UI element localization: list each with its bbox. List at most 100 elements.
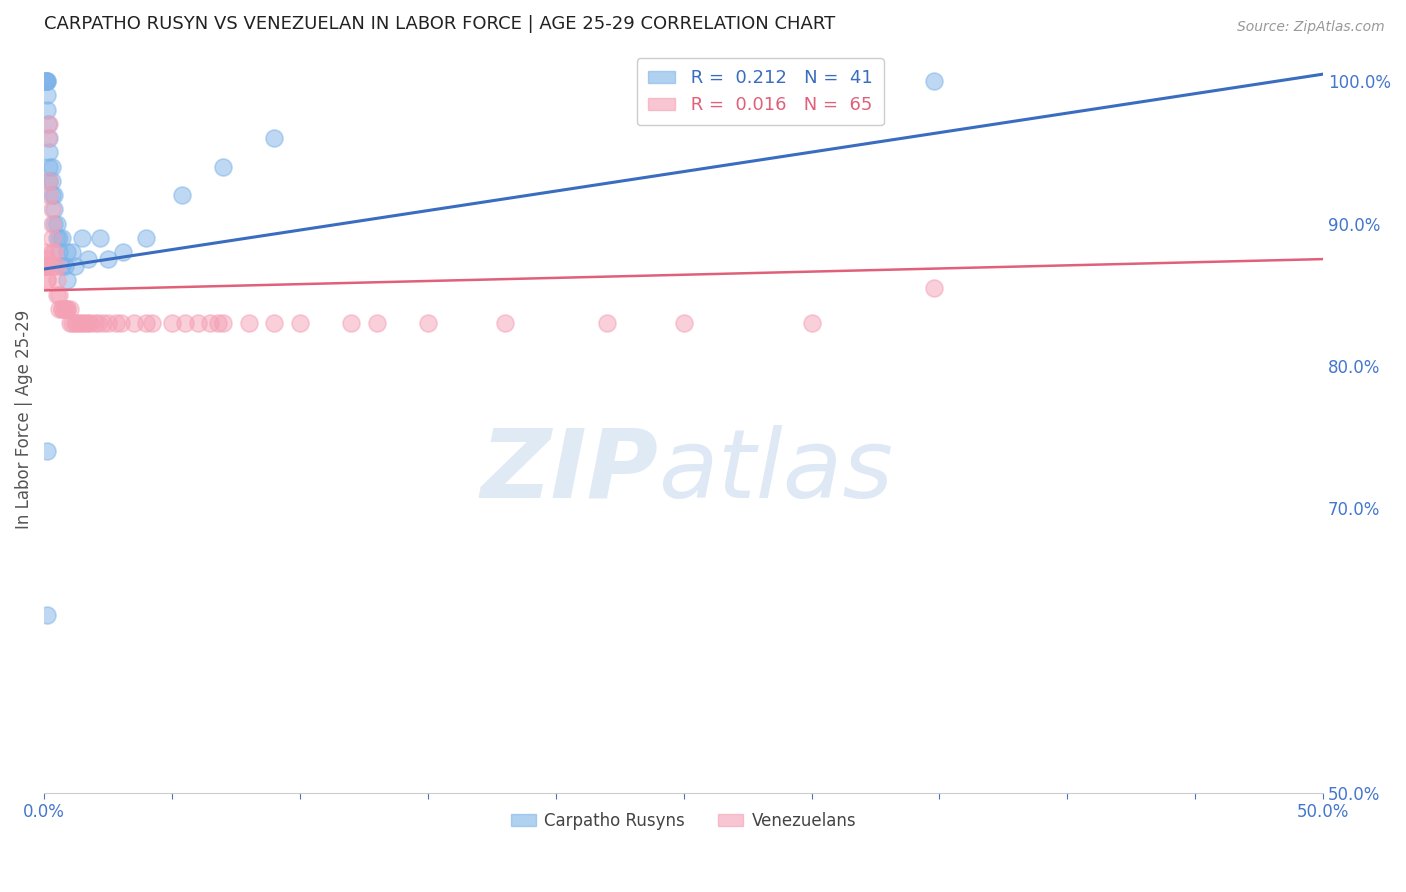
Point bbox=[38, 131, 60, 145]
Point bbox=[263, 316, 285, 330]
Point bbox=[41, 244, 63, 259]
Point bbox=[48, 287, 70, 301]
Point bbox=[340, 316, 363, 330]
Point bbox=[122, 316, 145, 330]
Point bbox=[924, 280, 946, 294]
Point bbox=[69, 316, 91, 330]
Point bbox=[45, 287, 67, 301]
Point bbox=[48, 301, 70, 316]
Point bbox=[288, 316, 311, 330]
Point bbox=[35, 88, 58, 103]
Point bbox=[212, 316, 235, 330]
Text: Source: ZipAtlas.com: Source: ZipAtlas.com bbox=[1237, 20, 1385, 34]
Point bbox=[51, 301, 73, 316]
Point bbox=[141, 316, 163, 330]
Point bbox=[41, 174, 63, 188]
Point bbox=[160, 316, 183, 330]
Point bbox=[38, 174, 60, 188]
Point bbox=[59, 316, 82, 330]
Point bbox=[66, 316, 89, 330]
Point bbox=[37, 131, 59, 145]
Text: ZIP: ZIP bbox=[481, 425, 658, 518]
Point bbox=[84, 316, 107, 330]
Point bbox=[45, 259, 67, 273]
Point bbox=[104, 316, 127, 330]
Point bbox=[79, 316, 101, 330]
Point bbox=[35, 444, 58, 458]
Point bbox=[53, 301, 76, 316]
Point bbox=[263, 131, 285, 145]
Point bbox=[35, 259, 58, 273]
Point bbox=[34, 259, 56, 273]
Point bbox=[53, 259, 76, 273]
Point bbox=[173, 316, 195, 330]
Point bbox=[45, 273, 67, 287]
Point bbox=[494, 316, 516, 330]
Point bbox=[35, 74, 58, 88]
Point bbox=[44, 217, 66, 231]
Point bbox=[38, 160, 60, 174]
Point bbox=[48, 244, 70, 259]
Point bbox=[60, 316, 83, 330]
Point bbox=[41, 217, 63, 231]
Point bbox=[672, 316, 695, 330]
Point bbox=[35, 607, 58, 622]
Point bbox=[38, 145, 60, 160]
Point bbox=[35, 259, 58, 273]
Point bbox=[89, 231, 111, 245]
Point bbox=[924, 74, 946, 88]
Point bbox=[800, 316, 823, 330]
Point bbox=[35, 259, 58, 273]
Text: atlas: atlas bbox=[658, 425, 893, 518]
Point bbox=[53, 301, 76, 316]
Point bbox=[34, 244, 56, 259]
Point bbox=[38, 188, 60, 202]
Point bbox=[416, 316, 439, 330]
Point bbox=[41, 160, 63, 174]
Point bbox=[41, 188, 63, 202]
Point bbox=[35, 273, 58, 287]
Point bbox=[366, 316, 388, 330]
Point bbox=[97, 316, 120, 330]
Point bbox=[187, 316, 209, 330]
Point bbox=[72, 316, 94, 330]
Legend: Carpatho Rusyns, Venezuelans: Carpatho Rusyns, Venezuelans bbox=[505, 805, 863, 837]
Point bbox=[44, 202, 66, 217]
Text: CARPATHO RUSYN VS VENEZUELAN IN LABOR FORCE | AGE 25-29 CORRELATION CHART: CARPATHO RUSYN VS VENEZUELAN IN LABOR FO… bbox=[44, 15, 835, 33]
Point bbox=[207, 316, 229, 330]
Point bbox=[35, 103, 58, 117]
Point bbox=[72, 231, 94, 245]
Y-axis label: In Labor Force | Age 25-29: In Labor Force | Age 25-29 bbox=[15, 310, 32, 529]
Point bbox=[44, 244, 66, 259]
Point bbox=[172, 188, 194, 202]
Point bbox=[76, 316, 98, 330]
Point bbox=[38, 117, 60, 131]
Point bbox=[41, 202, 63, 217]
Point bbox=[37, 117, 59, 131]
Point bbox=[48, 231, 70, 245]
Point bbox=[35, 74, 58, 88]
Point bbox=[63, 316, 86, 330]
Point bbox=[45, 231, 67, 245]
Point bbox=[238, 316, 260, 330]
Point bbox=[200, 316, 222, 330]
Point bbox=[76, 252, 98, 266]
Point bbox=[35, 74, 58, 88]
Point bbox=[97, 252, 120, 266]
Point bbox=[35, 74, 58, 88]
Point bbox=[51, 259, 73, 273]
Point bbox=[91, 316, 114, 330]
Point bbox=[35, 74, 58, 88]
Point bbox=[45, 217, 67, 231]
Point bbox=[135, 231, 157, 245]
Point bbox=[135, 316, 157, 330]
Point bbox=[35, 252, 58, 266]
Point bbox=[110, 316, 132, 330]
Point bbox=[87, 316, 110, 330]
Point bbox=[56, 273, 79, 287]
Point bbox=[38, 174, 60, 188]
Point bbox=[60, 244, 83, 259]
Point bbox=[73, 316, 96, 330]
Point bbox=[44, 259, 66, 273]
Point bbox=[59, 301, 82, 316]
